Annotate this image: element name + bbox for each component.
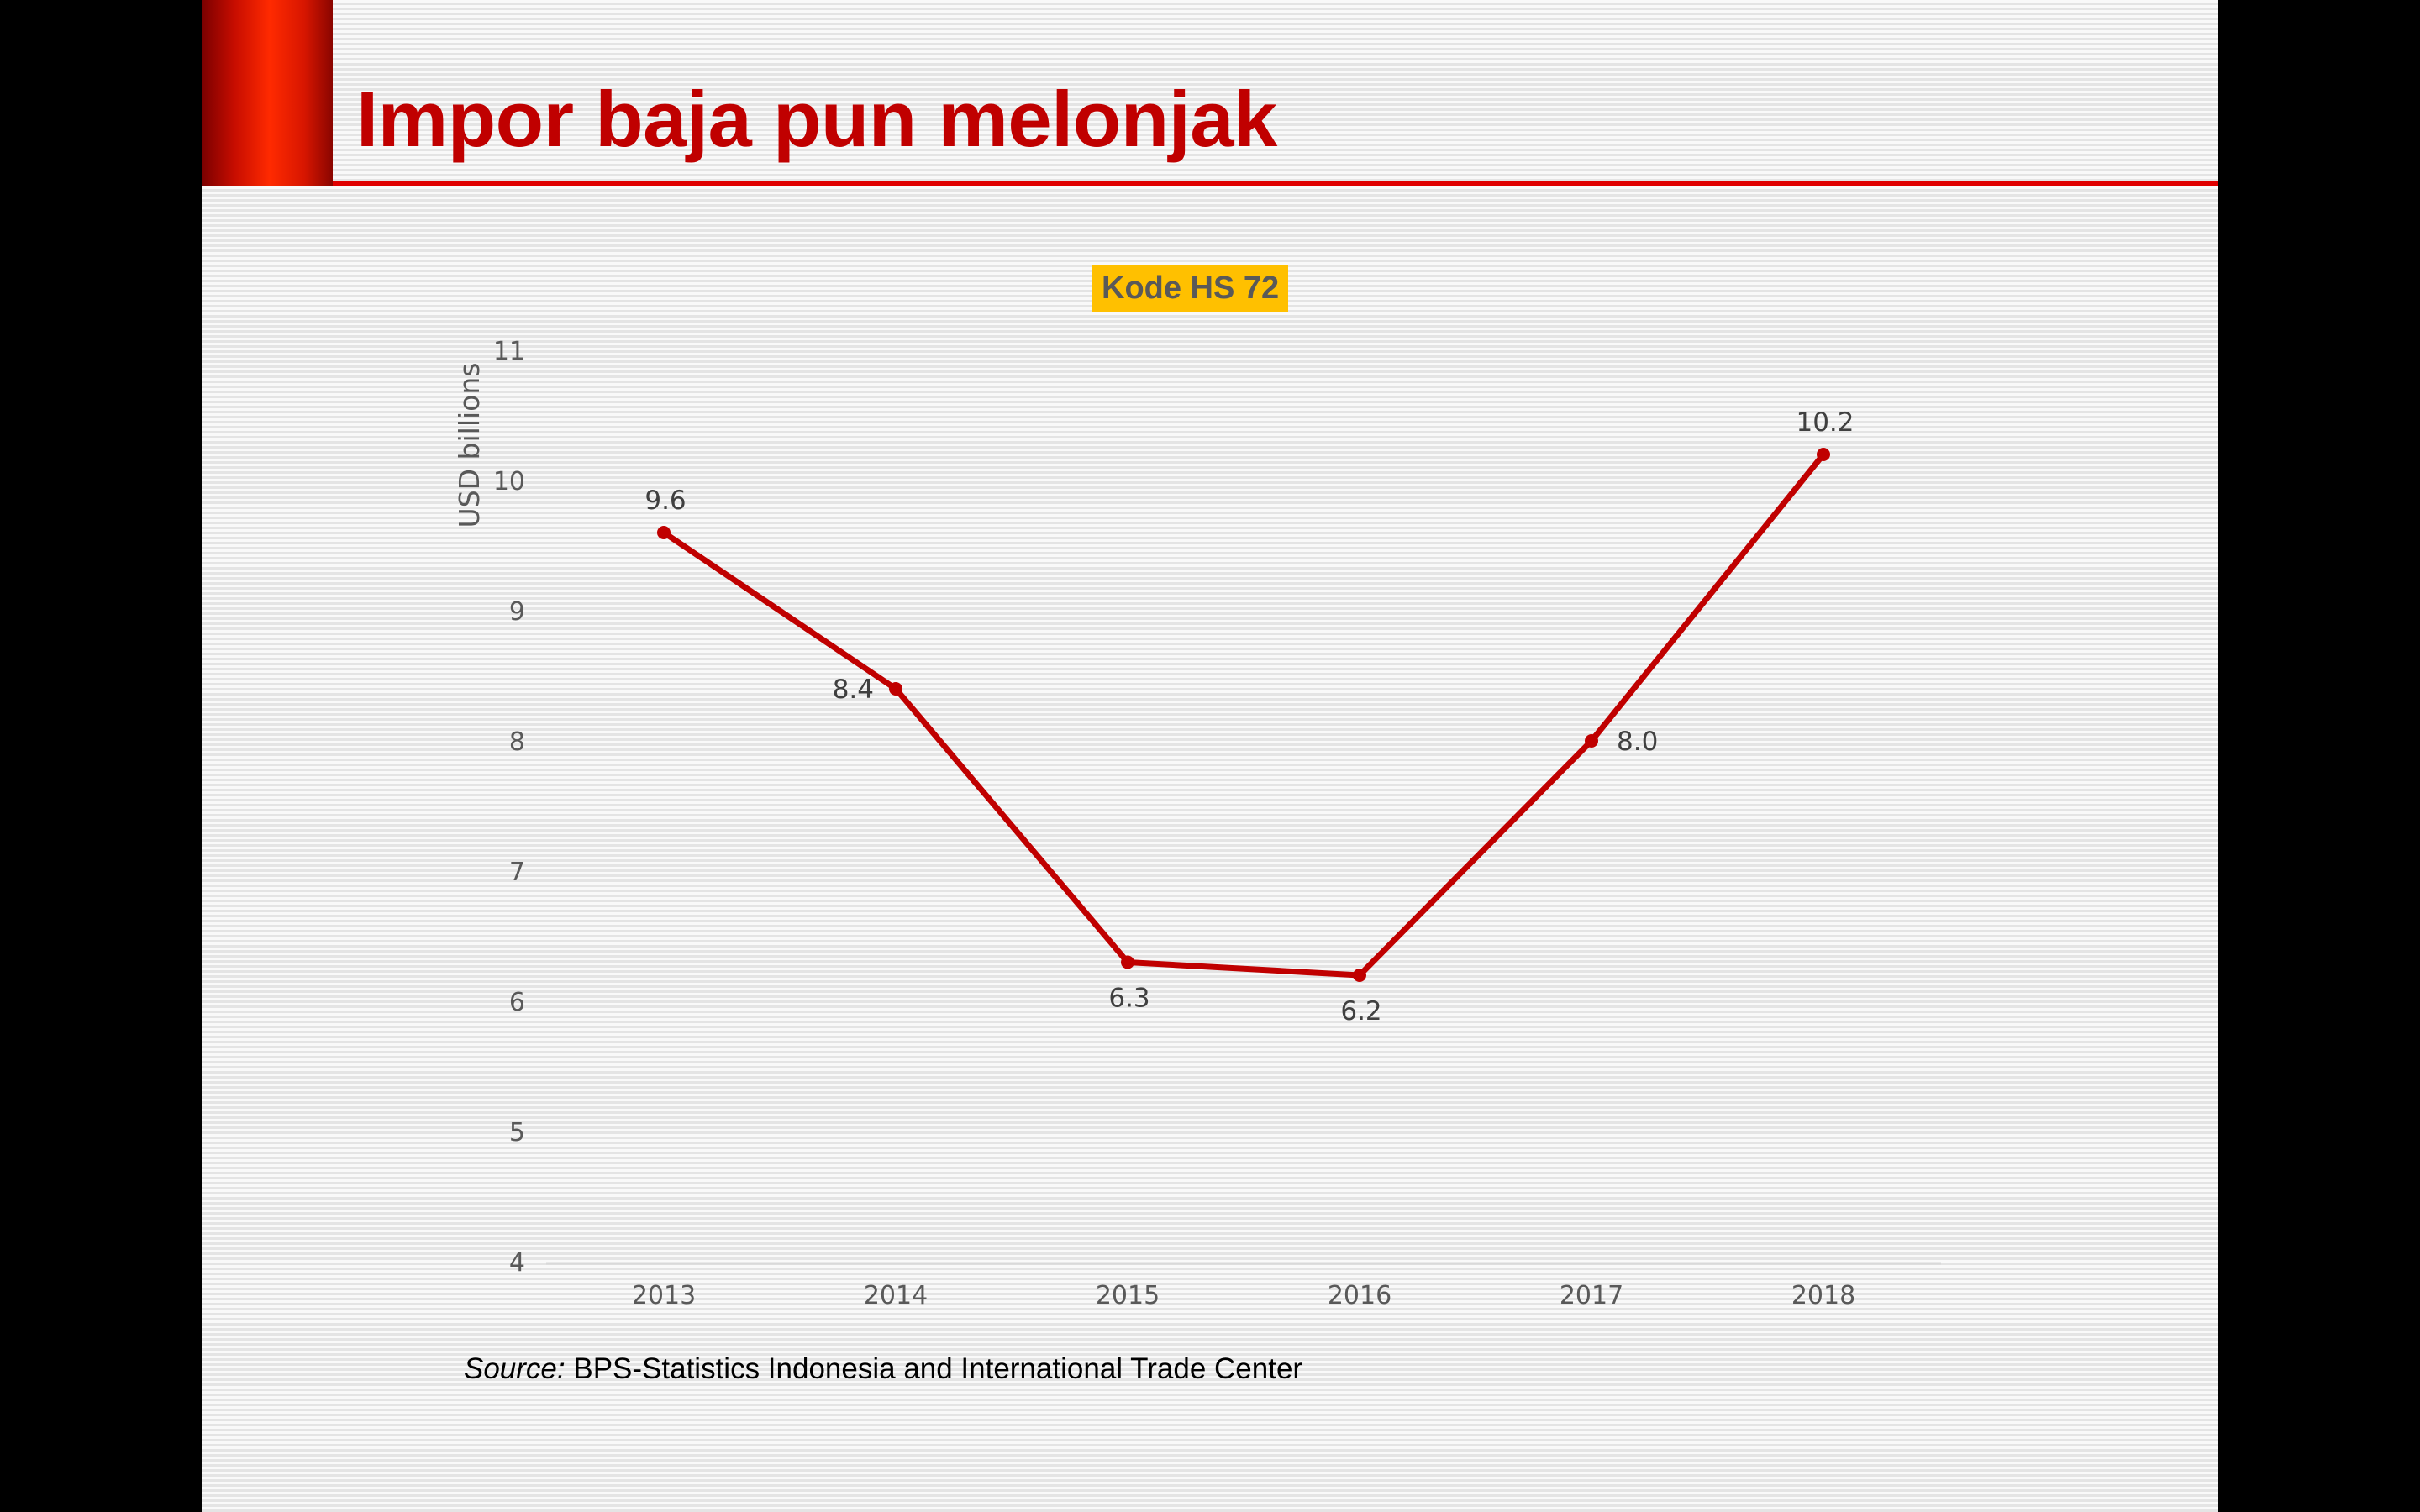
source-text: BPS-Statistics Indonesia and Internation…: [565, 1352, 1303, 1385]
source-note: Source: BPS-Statistics Indonesia and Int…: [464, 1352, 1302, 1386]
data-label: 8.0: [1617, 727, 1658, 757]
data-point: [1585, 734, 1598, 748]
y-tick-label: 9: [509, 597, 525, 627]
y-tick-label: 11: [493, 337, 525, 366]
data-label: 6.2: [1340, 996, 1381, 1026]
y-axis-ticks: 4 5 6 7 8 9 10 11: [493, 337, 525, 1278]
x-axis-ticks: 2013 2014 2015 2016 2017 2018: [632, 1281, 1855, 1310]
data-label: 6.3: [1108, 984, 1150, 1014]
line-chart: 4 5 6 7 8 9 10 11 2013 2014 2015 2016 2017 2018 USD …: [453, 337, 1941, 1310]
data-points: [657, 448, 1830, 982]
y-tick-label: 10: [493, 467, 525, 496]
slide-title: Impor baja pun melonjak: [356, 75, 1277, 163]
data-point: [1353, 969, 1366, 982]
data-label: 10.2: [1796, 407, 1854, 438]
x-tick-label: 2015: [1096, 1281, 1160, 1310]
y-axis-label: USD billions: [453, 363, 486, 528]
x-tick-label: 2014: [864, 1281, 928, 1310]
x-tick-label: 2013: [632, 1281, 696, 1310]
data-point: [1121, 955, 1134, 969]
y-tick-label: 7: [509, 858, 525, 887]
data-point: [657, 526, 671, 539]
title-divider: [333, 181, 2218, 186]
data-point: [889, 682, 902, 696]
source-label: Source:: [464, 1352, 566, 1385]
y-tick-label: 8: [509, 727, 525, 757]
slide: Impor baja pun melonjak Kode HS 72 4 5 6 7 8…: [202, 0, 2218, 1512]
y-tick-label: 5: [509, 1118, 525, 1147]
title-accent-block: [202, 0, 333, 186]
chart-title: Kode HS 72: [1092, 265, 1289, 312]
y-tick-label: 4: [509, 1248, 525, 1278]
x-tick-label: 2016: [1328, 1281, 1392, 1310]
data-labels: 9.6 8.4 6.3 6.2 8.0 10.2: [644, 407, 1854, 1026]
x-tick-label: 2018: [1791, 1281, 1855, 1310]
data-label: 8.4: [833, 675, 874, 705]
series-line: [662, 452, 1826, 979]
y-tick-label: 6: [509, 988, 525, 1017]
data-point: [1817, 448, 1830, 461]
data-label: 9.6: [644, 486, 686, 516]
x-tick-label: 2017: [1560, 1281, 1623, 1310]
